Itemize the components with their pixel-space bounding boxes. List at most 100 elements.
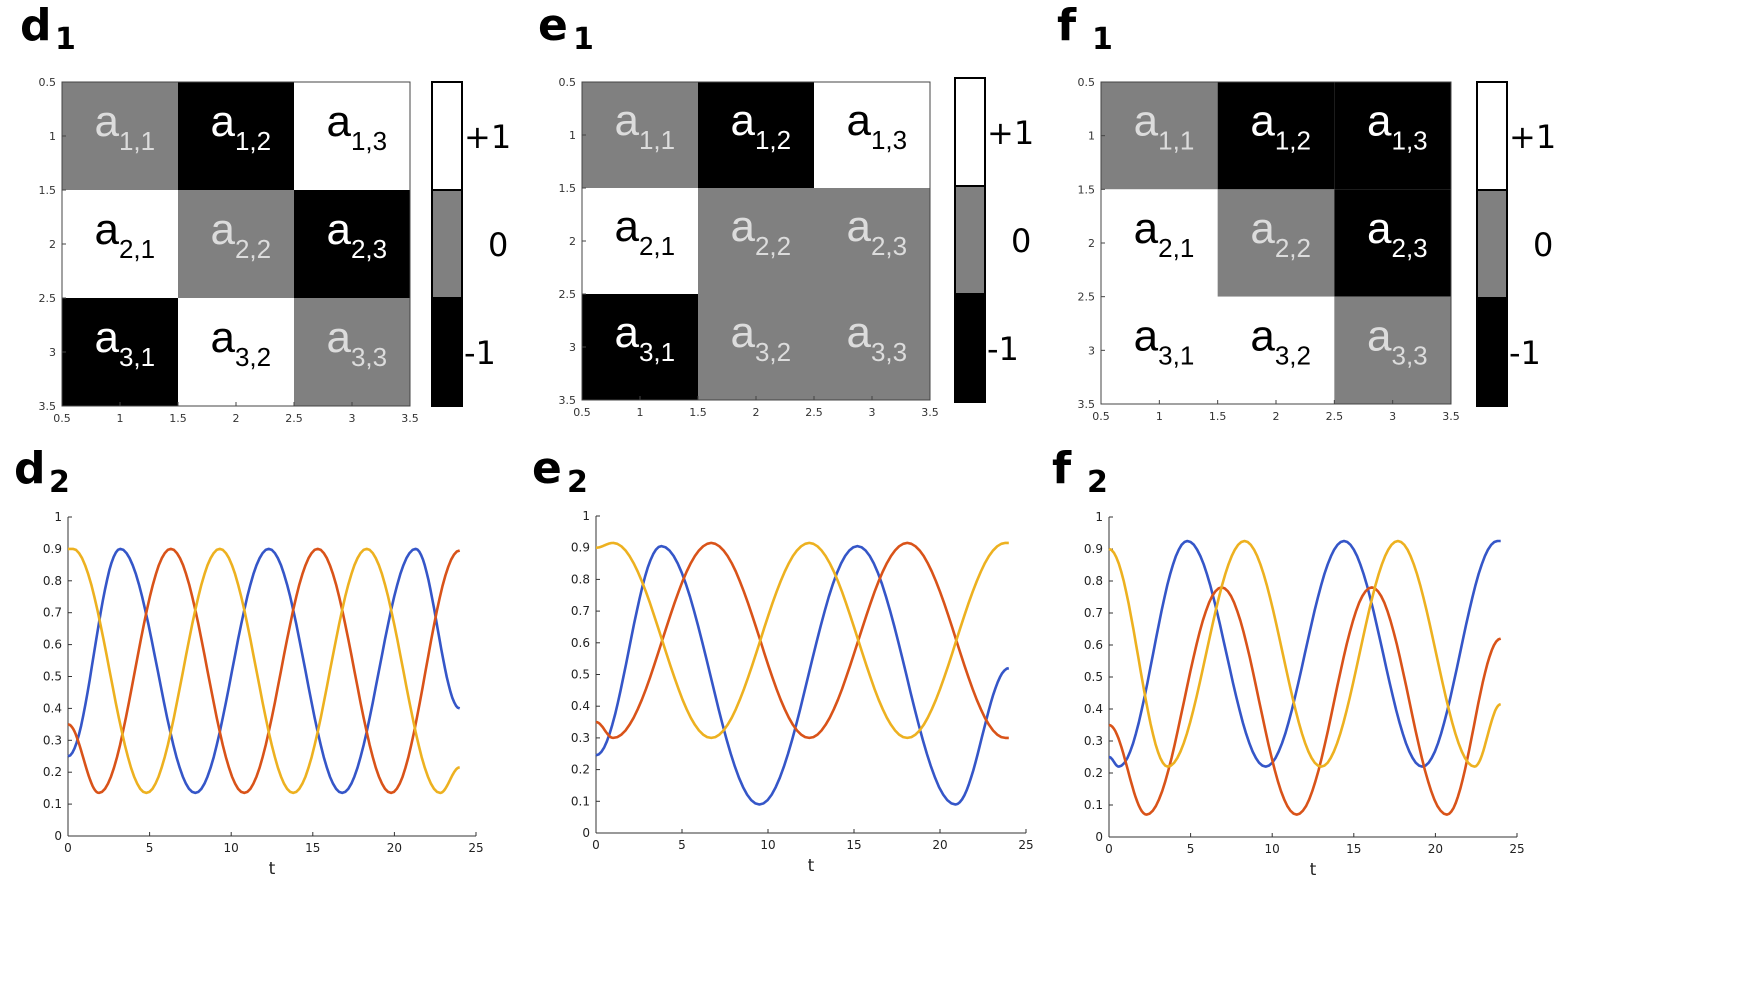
y-tick-label: 0 (54, 829, 62, 843)
panel-label: d (14, 443, 46, 494)
x-tick-label: 2.5 (1326, 410, 1344, 423)
colorbar-segment (954, 185, 986, 295)
y-tick-label: 0.1 (1084, 798, 1103, 812)
colorbar-label: 0 (1533, 226, 1553, 264)
x-tick-label: 25 (1509, 842, 1524, 856)
y-tick-label: 3 (569, 341, 576, 354)
x-tick-label: 3 (349, 412, 356, 425)
y-tick-label: 0 (582, 826, 590, 840)
cell-label: a2,3 (846, 202, 907, 261)
x-tick-label: 0 (592, 838, 600, 852)
y-tick-label: 0.3 (1084, 734, 1103, 748)
cell-letter: a (1367, 311, 1392, 360)
y-tick-label: 0.9 (571, 541, 590, 555)
x-tick-label: 2.5 (285, 412, 303, 425)
cell-subscript: 1,3 (1391, 126, 1427, 156)
heatmap-cell (178, 190, 294, 298)
heatmap-cell (62, 190, 178, 298)
cell-label: a3,2 (210, 313, 271, 372)
x-axis-label: t (1310, 860, 1317, 880)
series-line-2 (595, 541, 1011, 740)
cell-letter: a (1250, 311, 1275, 360)
y-tick-label: 0.8 (1084, 574, 1103, 588)
linechart-f2: f 20 5 10 15 20 2500.10.20.30.40.50.60.70.80.9… (1052, 443, 1525, 880)
heatmap-cell (1217, 189, 1335, 297)
cell-letter: a (1250, 204, 1275, 253)
y-tick-label: 0.5 (43, 670, 62, 684)
series-line-1 (67, 547, 461, 795)
colorbar-label: +1 (1509, 118, 1556, 156)
colorbar-segment (1476, 81, 1508, 191)
x-tick-label: 2.5 (805, 406, 823, 419)
cell-subscript: 1,3 (351, 126, 387, 156)
cell-letter: a (1134, 204, 1159, 253)
cell-subscript: 2,1 (119, 234, 155, 264)
y-tick-label: 0.4 (1084, 702, 1103, 716)
heatmap-cell (1101, 82, 1218, 190)
x-tick-label: 2 (753, 406, 760, 419)
heatmap-cell (1101, 189, 1218, 297)
y-tick-label: 0.5 (559, 76, 577, 89)
cell-label: a1,2 (1250, 97, 1311, 156)
x-tick-label: 1.5 (689, 406, 707, 419)
colorbar-segment (431, 189, 463, 299)
cell-subscript: 3,2 (1275, 340, 1311, 370)
cell-label: a1,3 (1367, 97, 1428, 156)
series-line-2 (67, 547, 461, 795)
cell-subscript: 3,3 (871, 337, 907, 367)
y-tick-label: 3 (49, 346, 56, 359)
x-tick-label: 3.5 (921, 406, 939, 419)
cell-subscript: 2,3 (351, 234, 387, 264)
x-tick-label: 0.5 (53, 412, 71, 425)
series-line-3 (1108, 539, 1502, 768)
heatmap-cell (582, 294, 698, 400)
colorbar-segment (1476, 297, 1508, 407)
x-tick-label: 3 (1389, 410, 1396, 423)
y-tick-label: 0.6 (43, 638, 62, 652)
x-tick-label: 3.5 (401, 412, 419, 425)
cell-label: a1,1 (94, 97, 155, 156)
cell-subscript: 1,2 (1275, 126, 1311, 156)
cell-label: a3,1 (614, 308, 675, 367)
x-tick-label: 5 (1187, 842, 1195, 856)
x-tick-label: 1.5 (169, 412, 187, 425)
heatmap-cell (814, 188, 930, 294)
y-tick-label: 0.7 (43, 606, 62, 620)
cell-letter: a (1367, 97, 1392, 146)
cell-label: a1,2 (730, 96, 791, 155)
cell-subscript: 3,3 (351, 342, 387, 372)
cell-subscript: 1,1 (1158, 126, 1194, 156)
y-tick-label: 0.3 (571, 731, 590, 745)
cell-label: a3,3 (326, 313, 387, 372)
panel-sub: 2 (567, 465, 588, 500)
x-tick-label: 1 (1156, 410, 1163, 423)
y-tick-label: 1.5 (39, 184, 57, 197)
y-tick-label: 2 (49, 238, 56, 251)
heatmap-cell (294, 82, 410, 190)
cell-subscript: 3,2 (755, 337, 791, 367)
cell-subscript: 1,2 (235, 126, 271, 156)
cell-label: a2,1 (94, 205, 155, 264)
x-tick-label: 2 (1273, 410, 1280, 423)
cell-letter: a (210, 97, 235, 146)
series-line-1 (595, 544, 1010, 806)
cell-label: a2,2 (730, 202, 791, 261)
linechart-d2: d 20 5 10 15 20 2500.10.20.30.40.50.60.70.80.9… (14, 443, 484, 879)
y-tick-label: 1.5 (559, 182, 577, 195)
panel-label: d (20, 0, 52, 51)
cell-letter: a (730, 308, 755, 357)
x-tick-label: 1 (637, 406, 644, 419)
x-tick-label: 25 (1018, 838, 1033, 852)
series-line-3 (595, 541, 1011, 740)
colorbar-segment (431, 81, 463, 191)
x-axis-label: t (808, 856, 815, 876)
x-tick-label: 5 (146, 841, 154, 855)
panel-sub: 1 (55, 22, 76, 57)
heatmap-cell (1101, 296, 1218, 404)
x-tick-label: 20 (1428, 842, 1443, 856)
x-tick-label: 20 (932, 838, 947, 852)
y-tick-label: 0.1 (571, 794, 590, 808)
cell-subscript: 1,3 (871, 125, 907, 155)
cell-label: a3,3 (1367, 311, 1428, 370)
heatmap-e1: e 1a1,1 a1,2 a1,3a2,1 a2,2 a2,3a3,1 a3,2 a3,30.… (538, 0, 1034, 419)
